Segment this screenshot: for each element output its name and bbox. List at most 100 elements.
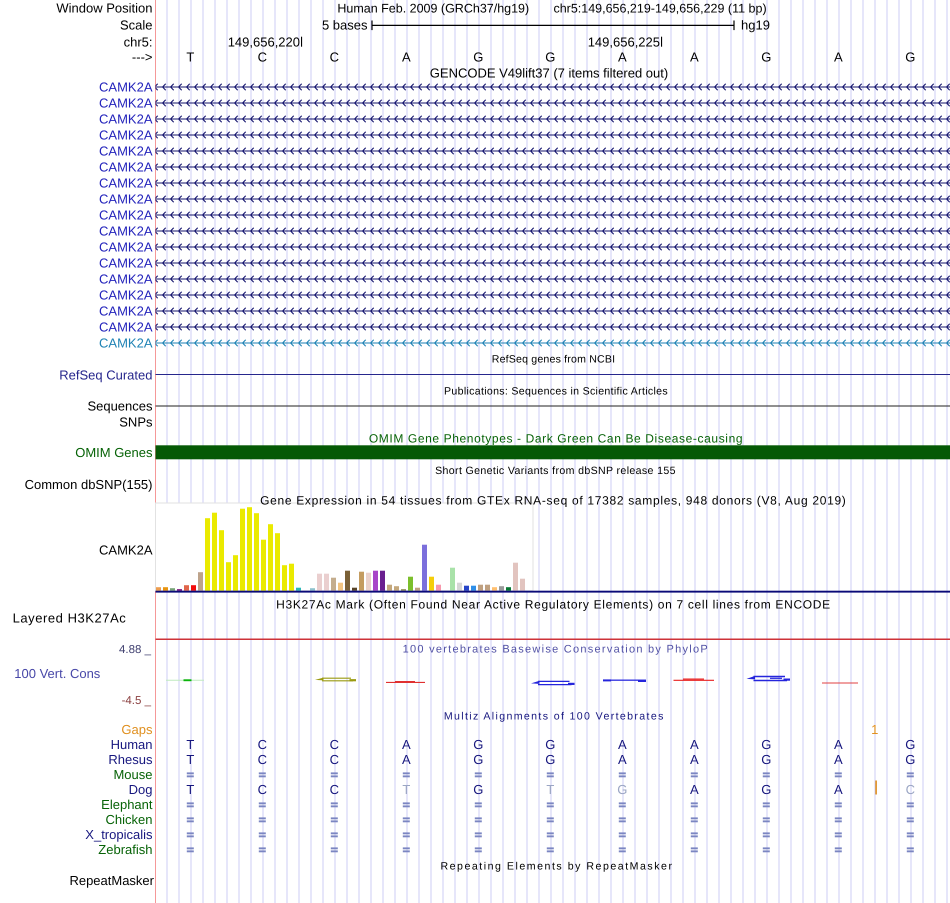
svg-text:RefSeq Curated: RefSeq Curated [59, 368, 152, 383]
svg-text:G: G [905, 737, 915, 752]
svg-text:T: T [186, 737, 194, 752]
svg-text:OMIM Gene Phenotypes - Dark Gr: OMIM Gene Phenotypes - Dark Green Can Be… [369, 432, 743, 446]
svg-text:C: C [258, 782, 267, 797]
svg-text:1: 1 [871, 722, 878, 737]
svg-text:-4.5 _: -4.5 _ [122, 695, 152, 707]
svg-text:Multiz Alignments of 100 Verte: Multiz Alignments of 100 Vertebrates [444, 711, 665, 723]
svg-text:CAMK2A: CAMK2A [99, 304, 153, 319]
svg-text:G: G [761, 50, 771, 65]
svg-text:C: C [258, 752, 267, 767]
svg-text:OMIM Genes: OMIM Genes [75, 445, 153, 460]
svg-text:CAMK2A: CAMK2A [99, 112, 153, 127]
svg-text:A: A [402, 752, 411, 767]
svg-text:4.88 _: 4.88 _ [119, 644, 152, 656]
svg-text:T: T [546, 782, 554, 797]
svg-text:A: A [690, 50, 699, 65]
svg-text:T: T [186, 752, 194, 767]
svg-text:CAMK2A: CAMK2A [99, 272, 153, 287]
svg-text:GENCODE V49lift37 (7 items fil: GENCODE V49lift37 (7 items filtered out) [430, 66, 668, 81]
svg-text:RefSeq genes from NCBI: RefSeq genes from NCBI [492, 354, 616, 366]
svg-text:Repeating Elements by RepeatMa: Repeating Elements by RepeatMasker [440, 861, 673, 873]
svg-text:CAMK2A: CAMK2A [99, 80, 153, 95]
svg-text:Sequences: Sequences [87, 399, 153, 414]
svg-text:G: G [617, 782, 627, 797]
svg-text:A: A [618, 50, 627, 65]
svg-text:100 Vert. Cons: 100 Vert. Cons [14, 666, 100, 681]
svg-text:A: A [690, 782, 699, 797]
svg-text:C: C [330, 50, 339, 65]
svg-text:100 vertebrates Basewise Conse: 100 vertebrates Basewise Conservation by… [403, 644, 709, 656]
svg-text:A: A [834, 737, 843, 752]
svg-text:C: C [906, 782, 915, 797]
svg-text:A: A [834, 752, 843, 767]
svg-text:149,656,225: 149,656,225 [588, 35, 660, 50]
svg-text:G: G [905, 50, 915, 65]
svg-text:--->: ---> [132, 50, 153, 65]
svg-text:G: G [761, 737, 771, 752]
svg-text:Gaps: Gaps [121, 722, 153, 737]
svg-text:CAMK2A: CAMK2A [99, 176, 153, 191]
svg-text:A: A [618, 737, 627, 752]
svg-text:Gene Expression in 54 tissues: Gene Expression in 54 tissues from GTEx … [260, 494, 846, 508]
svg-text:CAMK2A: CAMK2A [99, 320, 153, 335]
svg-text:G: G [473, 752, 483, 767]
svg-text:A: A [402, 737, 411, 752]
svg-text:Human Feb. 2009 (GRCh37/hg19): Human Feb. 2009 (GRCh37/hg19) chr5:149,6… [337, 2, 766, 16]
svg-text:T: T [402, 782, 410, 797]
svg-text:Common dbSNP(155): Common dbSNP(155) [25, 477, 153, 492]
svg-text:Publications: Sequences in Sci: Publications: Sequences in Scientific Ar… [444, 386, 668, 398]
svg-text:A: A [618, 752, 627, 767]
svg-text:A: A [690, 737, 699, 752]
svg-text:G: G [761, 782, 771, 797]
svg-text:G: G [473, 50, 483, 65]
svg-text:Human: Human [111, 737, 153, 752]
svg-text:Scale: Scale [120, 18, 153, 33]
svg-text:Dog: Dog [129, 782, 153, 797]
svg-text:Rhesus: Rhesus [108, 752, 153, 767]
svg-text:Elephant: Elephant [101, 797, 153, 812]
svg-text:G: G [473, 782, 483, 797]
svg-text:149,656,220: 149,656,220 [228, 35, 300, 50]
svg-text:T: T [186, 50, 194, 65]
svg-text:Mouse: Mouse [113, 767, 152, 782]
svg-text:Short Genetic Variants from db: Short Genetic Variants from dbSNP releas… [435, 465, 676, 477]
svg-text:Zebrafish: Zebrafish [98, 842, 152, 857]
svg-text:SNPs: SNPs [119, 415, 153, 430]
svg-text:chr5:: chr5: [124, 35, 153, 50]
svg-text:A: A [834, 782, 843, 797]
svg-text:C: C [330, 737, 339, 752]
svg-text:CAMK2A: CAMK2A [99, 240, 153, 255]
svg-text:G: G [545, 752, 555, 767]
svg-text:CAMK2A: CAMK2A [99, 288, 153, 303]
svg-text:CAMK2A: CAMK2A [99, 192, 153, 207]
svg-text:C: C [330, 752, 339, 767]
svg-text:CAMK2A: CAMK2A [99, 543, 153, 558]
svg-text:CAMK2A: CAMK2A [99, 256, 153, 271]
svg-text:G: G [905, 752, 915, 767]
svg-text:Window Position: Window Position [56, 1, 152, 16]
svg-text:G: G [545, 50, 555, 65]
svg-text:T: T [186, 782, 194, 797]
svg-text:A: A [402, 50, 411, 65]
svg-text:A: A [834, 50, 843, 65]
svg-text:CAMK2A: CAMK2A [99, 208, 153, 223]
svg-text:C: C [258, 50, 267, 65]
svg-text:CAMK2A: CAMK2A [99, 160, 153, 175]
svg-text:CAMK2A: CAMK2A [99, 144, 153, 159]
svg-text:G: G [761, 752, 771, 767]
svg-text:CAMK2A: CAMK2A [99, 336, 153, 351]
svg-text:G: G [545, 737, 555, 752]
svg-text:G: G [473, 737, 483, 752]
svg-text:RepeatMasker: RepeatMasker [69, 873, 154, 888]
svg-text:A: A [690, 752, 699, 767]
svg-text:C: C [330, 782, 339, 797]
svg-text:X_tropicalis: X_tropicalis [85, 827, 153, 842]
svg-text:CAMK2A: CAMK2A [99, 128, 153, 143]
svg-text:5 bases: 5 bases [322, 18, 368, 33]
svg-text:Layered H3K27Ac: Layered H3K27Ac [13, 611, 127, 626]
svg-text:hg19: hg19 [741, 18, 770, 33]
svg-text:CAMK2A: CAMK2A [99, 224, 153, 239]
svg-text:C: C [258, 737, 267, 752]
svg-text:H3K27Ac Mark (Often Found Near: H3K27Ac Mark (Often Found Near Active Re… [276, 598, 831, 612]
svg-text:CAMK2A: CAMK2A [99, 96, 153, 111]
